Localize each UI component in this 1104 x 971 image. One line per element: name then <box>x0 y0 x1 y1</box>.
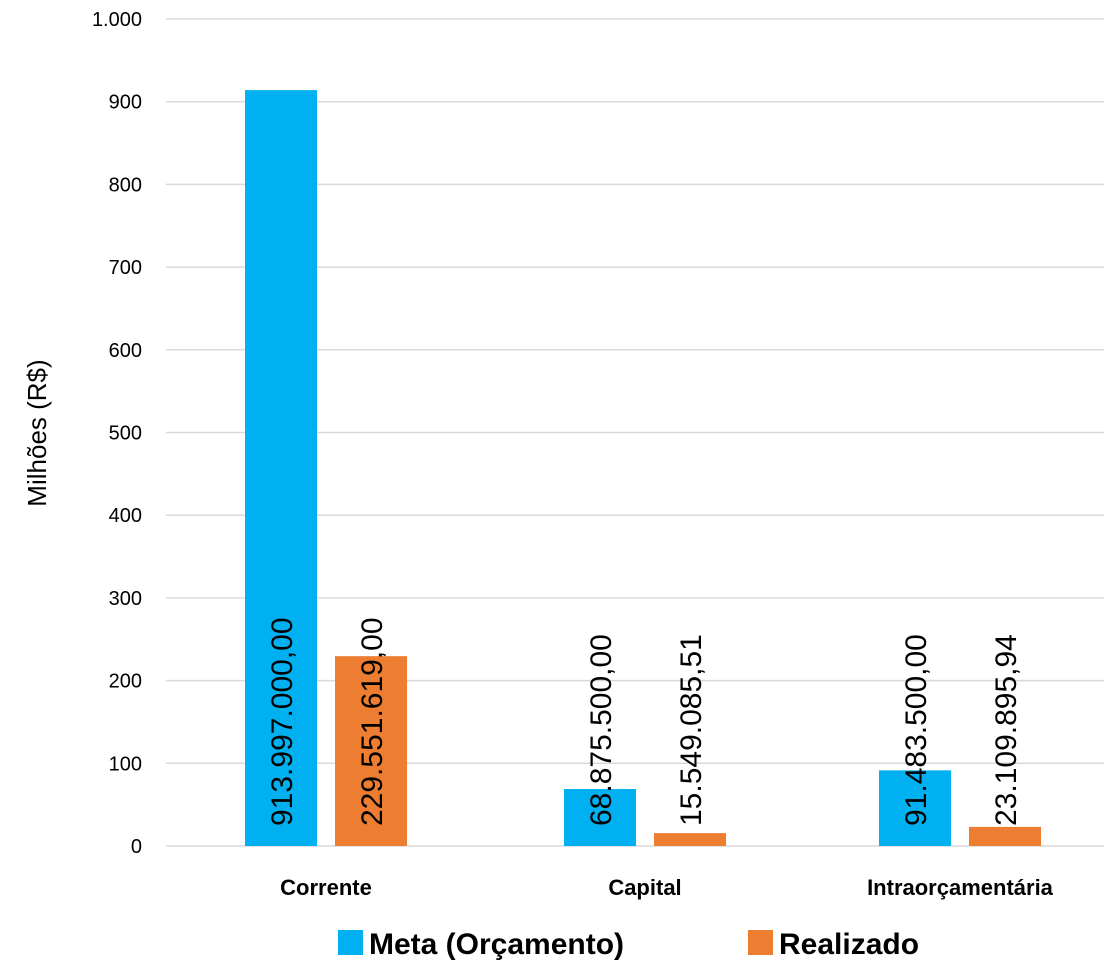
category-label: Corrente <box>280 875 372 900</box>
data-label: 229.551.619,00 <box>356 617 389 826</box>
bar <box>654 833 726 846</box>
y-tick-label: 100 <box>109 753 142 775</box>
legend-label: Realizado <box>779 928 919 961</box>
gridlines <box>166 18 1104 847</box>
bar <box>564 789 636 846</box>
legend-swatch <box>748 930 773 955</box>
y-tick-label: 1.000 <box>92 9 142 31</box>
data-label: 91.483.500,00 <box>900 634 933 826</box>
y-axis-ticks: 0 100 200 300 400 500 600 700 800 900 1.000 <box>92 9 142 858</box>
bar <box>335 656 407 846</box>
bar <box>879 770 951 846</box>
legend-label: Meta (Orçamento) <box>369 928 624 961</box>
bar <box>245 90 317 846</box>
y-tick-label: 600 <box>109 340 142 362</box>
bar <box>969 826 1041 846</box>
category-label: Capital <box>608 875 681 900</box>
y-tick-label: 300 <box>109 588 142 610</box>
y-tick-label: 200 <box>109 671 142 693</box>
y-tick-label: 800 <box>109 174 142 196</box>
legend: Meta (Orçamento) Realizado <box>338 928 919 961</box>
bars <box>245 90 1041 846</box>
data-label: 15.549.085,51 <box>675 634 708 826</box>
category-label: Intraorçamentária <box>867 875 1054 900</box>
x-axis-categories: Corrente Capital Intraorçamentária <box>280 875 1054 900</box>
data-label: 68.875.500,00 <box>585 634 618 826</box>
y-axis-label: Milhões (R$) <box>22 359 52 506</box>
y-tick-label: 500 <box>109 423 142 445</box>
data-labels: 913.997.000,00 68.875.500,00 91.483.500,00… <box>266 617 1023 826</box>
data-label: 23.109.895,94 <box>990 634 1023 826</box>
y-tick-label: 700 <box>109 257 142 279</box>
y-tick-label: 400 <box>109 505 142 527</box>
y-tick-label: 0 <box>131 836 142 858</box>
y-tick-label: 900 <box>109 92 142 114</box>
legend-swatch <box>338 930 363 955</box>
data-label: 913.997.000,00 <box>266 617 299 826</box>
